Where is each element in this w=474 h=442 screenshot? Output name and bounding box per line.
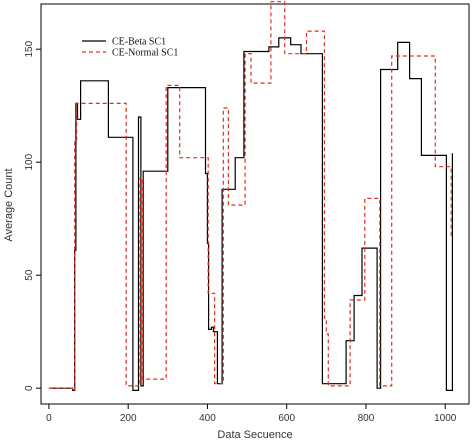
x-tick-label: 600	[278, 413, 295, 424]
plot-frame	[40, 3, 470, 405]
x-tick-label: 800	[358, 413, 375, 424]
legend-label: CE-Beta SC1	[112, 37, 166, 48]
legend-label: CE-Normal SC1	[112, 48, 178, 59]
series-line-ce-beta-sc1	[48, 37, 453, 391]
y-tick-label: 100	[24, 153, 35, 170]
y-tick-label: 150	[24, 40, 35, 57]
x-tick-label: 1000	[434, 413, 457, 424]
x-tick-label: 0	[46, 413, 52, 424]
series-line-ce-normal-sc1	[48, 1, 452, 391]
y-axis-label: Average Count	[3, 168, 15, 241]
y-tick-label: 0	[24, 385, 35, 391]
x-tick-label: 400	[199, 413, 216, 424]
x-tick-label: 200	[120, 413, 137, 424]
series-layer	[48, 1, 453, 391]
y-tick-label: 50	[24, 269, 35, 281]
x-axis-label: Data Secuence	[217, 429, 292, 441]
axes: 0 200 400 600 800 1000 0 50 100 150	[24, 40, 457, 424]
